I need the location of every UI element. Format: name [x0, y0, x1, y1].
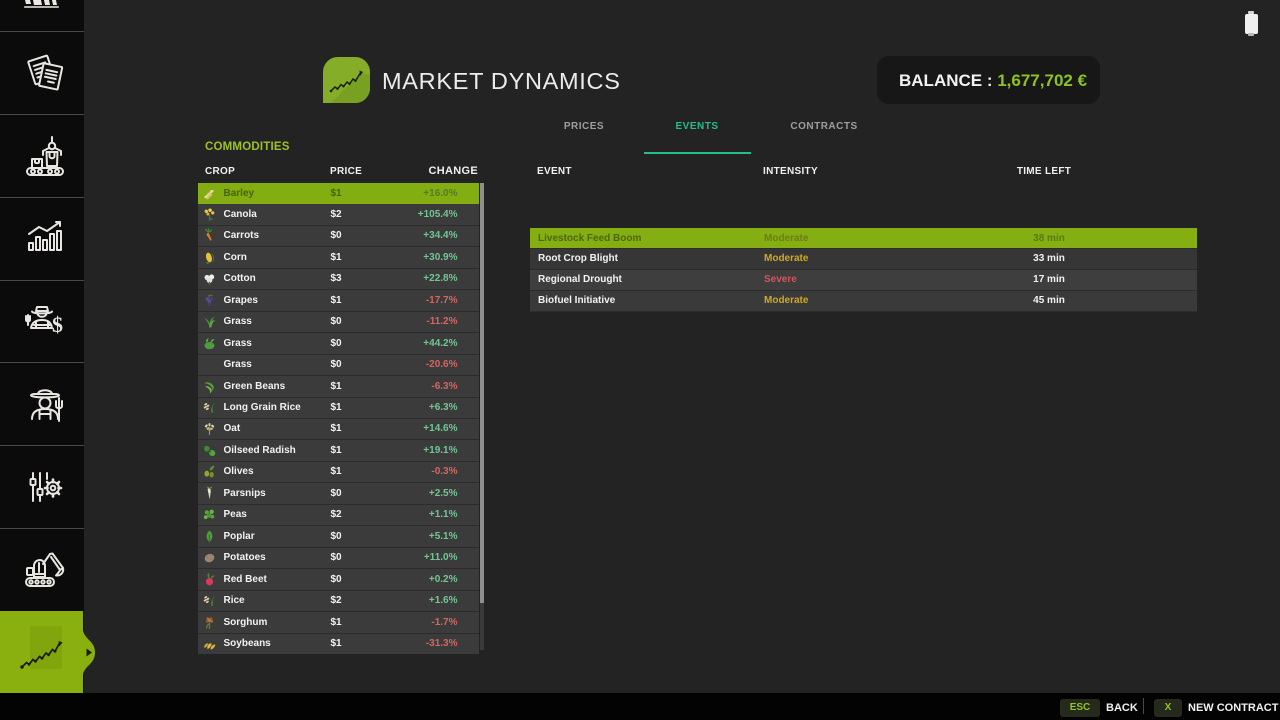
svg-text:$: $: [52, 312, 63, 337]
